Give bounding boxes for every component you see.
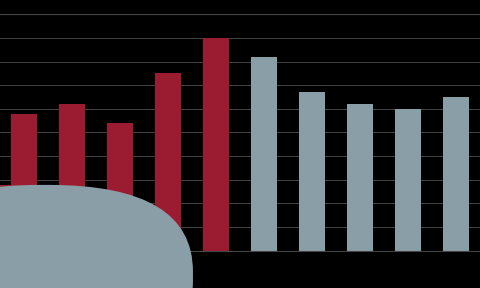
Bar [155, 73, 181, 251]
Bar [395, 109, 421, 251]
Bar [203, 38, 229, 251]
Bar [299, 92, 325, 251]
Bar [251, 57, 277, 251]
Bar [347, 104, 373, 251]
Bar [107, 123, 133, 251]
Bar [59, 104, 85, 251]
Bar [443, 97, 469, 251]
Bar [11, 113, 37, 251]
